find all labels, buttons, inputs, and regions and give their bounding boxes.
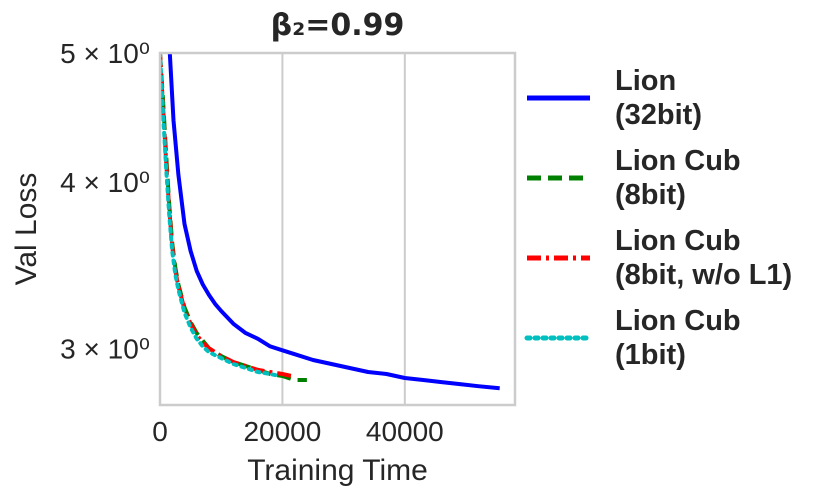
grid xyxy=(281,53,406,405)
y-ticks: 5 × 10⁰ 4 × 10⁰ 3 × 10⁰ xyxy=(60,38,150,364)
legend: Lion (32bit) Lion Cub (8bit) Lion Cub (8bit, … xyxy=(524,65,792,371)
y-axis-label: Val Loss xyxy=(10,173,43,286)
series-line-dotted xyxy=(160,53,282,378)
legend-label: Lion (32bit) xyxy=(615,65,702,131)
legend-label: Lion Cub (8bit, w/o L1) xyxy=(615,225,792,291)
x-tick-label: 20000 xyxy=(243,416,321,447)
legend-label: Lion Cub (8bit) xyxy=(615,145,741,211)
x-ticks: 0 20000 40000 xyxy=(152,416,444,447)
x-axis-label: Training Time xyxy=(247,454,428,487)
legend-label: Lion Cub (1bit) xyxy=(615,305,741,371)
series-line-solid xyxy=(167,53,500,391)
y-tick-label: 4 × 10⁰ xyxy=(60,167,150,198)
x-tick-label: 0 xyxy=(152,416,168,447)
series-group xyxy=(160,53,500,391)
series-line-dashdot xyxy=(160,53,293,378)
plot-frame xyxy=(158,51,517,407)
chart-title: β₂=0.99 xyxy=(271,8,405,43)
y-tick-label: 5 × 10⁰ xyxy=(60,38,150,69)
x-tick-label: 40000 xyxy=(366,416,444,447)
y-tick-label: 3 × 10⁰ xyxy=(60,333,150,364)
